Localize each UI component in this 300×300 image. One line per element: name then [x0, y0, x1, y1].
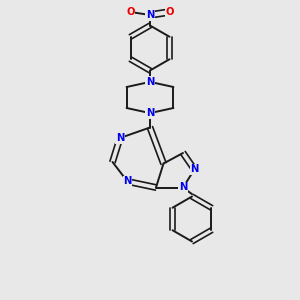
Text: N: N — [146, 77, 154, 87]
Text: N: N — [123, 176, 132, 187]
Text: O: O — [126, 7, 135, 17]
Text: N: N — [146, 108, 154, 118]
Text: N: N — [179, 182, 187, 193]
Text: N: N — [146, 10, 154, 20]
Text: N: N — [116, 133, 124, 143]
Text: N: N — [190, 164, 199, 175]
Text: O: O — [165, 7, 174, 17]
